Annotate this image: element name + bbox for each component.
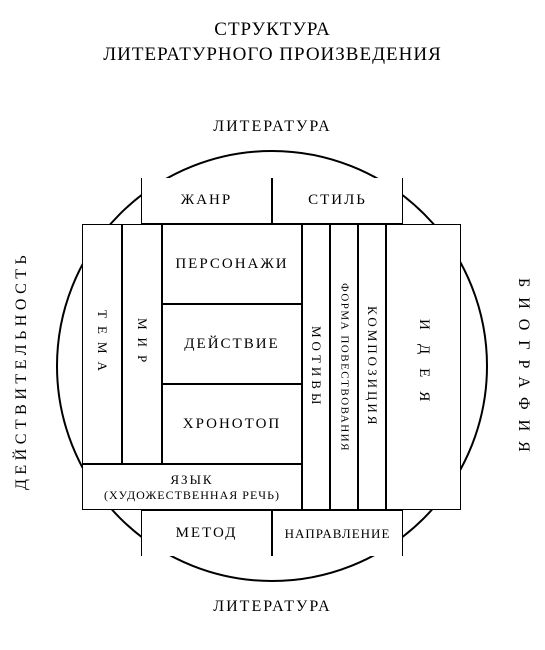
cell-narrative-form-label: ФОРМА ПОВЕСТВОВАНИЯ (336, 283, 351, 452)
cell-composition-label: КОМПОЗИЦИЯ (363, 306, 381, 427)
cell-language-line-2: (ХУДОЖЕСТВЕННАЯ РЕЧЬ) (104, 488, 280, 502)
cell-narrative-form: ФОРМА ПОВЕСТВОВАНИЯ (330, 224, 358, 510)
outer-label-left: ДЕЙСТВИТЕЛЬНОСТЬ (14, 200, 30, 540)
cell-theme-label: ТЕМА (93, 310, 111, 379)
outer-label-right: БИОГРАФИЯ (515, 230, 531, 510)
cell-language-line-1: ЯЗЫК (170, 472, 213, 488)
outer-label-top: ЛИТЕРАТУРА (0, 118, 545, 136)
cell-language: ЯЗЫК (ХУДОЖЕСТВЕННАЯ РЕЧЬ) (82, 464, 302, 510)
cell-action: ДЕЙСТВИЕ (162, 304, 302, 384)
cell-motives-label: МОТИВЫ (307, 326, 325, 408)
title-line-2: ЛИТЕРАТУРНОГО ПРОИЗВЕДЕНИЯ (103, 44, 442, 65)
cell-composition: КОМПОЗИЦИЯ (358, 224, 386, 510)
cell-motives: МОТИВЫ (302, 224, 330, 510)
cell-genre: ЖАНР (141, 178, 272, 224)
title-line-1: СТРУКТУРА (214, 19, 330, 40)
cell-theme: ТЕМА (82, 224, 122, 464)
outer-label-bottom: ЛИТЕРАТУРА (0, 598, 545, 616)
cell-characters: ПЕРСОНАЖИ (162, 224, 302, 304)
cell-chronotope: ХРОНОТОП (162, 384, 302, 464)
diagram-title: СТРУКТУРА ЛИТЕРАТУРНОГО ПРОИЗВЕДЕНИЯ (0, 0, 545, 67)
cell-direction: НАПРАВЛЕНИЕ (272, 510, 403, 556)
cell-idea-label: ИДЕЯ (413, 319, 434, 415)
cell-method: МЕТОД (141, 510, 272, 556)
cell-style: СТИЛЬ (272, 178, 403, 224)
cell-world: МИР (122, 224, 162, 464)
cell-idea: ИДЕЯ (386, 224, 461, 510)
cell-world-label: МИР (133, 318, 151, 370)
